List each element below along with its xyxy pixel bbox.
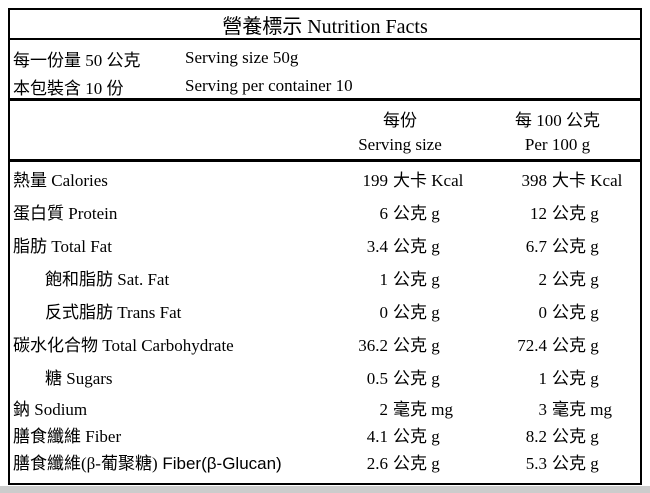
serving-info-section: 每一份量 50 公克 Serving size 50g 本包裝含 10 份 Se… — [10, 40, 640, 101]
nutrient-label: 熱量 Calories — [13, 171, 108, 190]
serving-size-label-en: Serving size 50g — [185, 48, 299, 67]
row-protein: 蛋白質 Protein 6 公克 g 12 公克 g — [10, 195, 640, 228]
value-per-100g: 12 公克 g — [530, 204, 599, 223]
nutrient-label: 脂肪 Total Fat — [13, 237, 112, 256]
row-total-carbohydrate: 碳水化合物 Total Carbohydrate 36.2 公克 g 72.4 公克… — [10, 327, 640, 360]
row-fiber: 膳食纖維 Fiber 4.1 公克 g 8.2 公克 g — [10, 421, 640, 447]
nutrient-label: 膳食纖維(β-葡聚糖) Fiber(β-Glucan) — [13, 453, 282, 473]
per-serving-header-cjk: 每份 — [383, 111, 417, 130]
nutrient-label: 碳水化合物 Total Carbohydrate — [13, 336, 234, 355]
value-per-100g: 72.4 公克 g — [517, 336, 599, 355]
value-per-serving: 36.2 公克 g — [358, 336, 440, 355]
nutrient-label: 膳食纖維 Fiber — [13, 426, 122, 446]
value-per-serving: 1 公克 g — [379, 270, 440, 289]
per-100g-header-cjk: 每 100 公克 — [515, 111, 600, 130]
column-header-per-serving: 每份 Serving size — [325, 109, 475, 159]
value-per-serving: 3.4 公克 g — [366, 237, 440, 256]
per-100g-header-en: Per 100 g — [524, 135, 591, 154]
per-serving-header-en: Serving size — [358, 135, 442, 154]
nutrient-label: 反式脂肪 Trans Fat — [45, 303, 182, 322]
value-per-100g: 3 毫克 mg — [538, 399, 612, 419]
page-edge-shadow — [0, 486, 650, 493]
value-per-serving: 0 公克 g — [379, 303, 440, 322]
column-header-row: 每份 Serving size 每 100 公克 Per 100 g — [10, 101, 640, 162]
nutrition-facts-label: 營養標示 Nutrition Facts 每一份量 50 公克 Serving … — [8, 8, 642, 485]
value-per-100g: 8.2 公克 g — [525, 426, 599, 446]
value-per-100g: 5.3 公克 g — [525, 453, 599, 473]
label-title: 營養標示 Nutrition Facts — [10, 10, 640, 40]
nutrient-label: 蛋白質 Protein — [13, 204, 118, 223]
column-header-per-100g: 每 100 公克 Per 100 g — [475, 109, 640, 159]
row-sugars: 糖 Sugars 0.5 公克 g 1 公克 g — [10, 360, 640, 393]
column-header-spacer — [10, 109, 325, 159]
value-per-serving: 6 公克 g — [379, 204, 440, 223]
servings-per-container-row: 本包裝含 10 份 Serving per container 10 — [10, 72, 640, 100]
value-per-serving: 2.6 公克 g — [366, 453, 440, 473]
row-fiber-beta-glucan: 膳食纖維(β-葡聚糖) Fiber(β-Glucan) 2.6 公克 g 5.3 公… — [10, 447, 640, 475]
value-per-serving: 199 大卡 Kcal — [362, 171, 464, 190]
value-per-serving: 4.1 公克 g — [366, 426, 440, 446]
row-saturated-fat: 飽和脂肪 Sat. Fat 1 公克 g 2 公克 g — [10, 261, 640, 294]
nutrient-label: 飽和脂肪 Sat. Fat — [45, 270, 170, 289]
value-per-100g: 398 大卡 Kcal — [521, 171, 623, 190]
serving-size-row: 每一份量 50 公克 Serving size 50g — [10, 44, 640, 72]
servings-per-container-label-en: Serving per container 10 — [185, 76, 353, 95]
value-per-100g: 0 公克 g — [538, 303, 599, 322]
value-per-100g: 6.7 公克 g — [525, 237, 599, 256]
nutrient-label: 鈉 Sodium — [13, 399, 88, 419]
nutrient-label: 糖 Sugars — [45, 369, 113, 388]
nutrient-table-body: 熱量 Calories 199 大卡 Kcal 398 大卡 Kcal 蛋白質 Pr… — [10, 162, 640, 483]
row-sodium: 鈉 Sodium 2 毫克 mg 3 毫克 mg — [10, 393, 640, 421]
value-per-serving: 2 毫克 mg — [379, 399, 453, 419]
value-per-100g: 2 公克 g — [538, 270, 599, 289]
row-calories: 熱量 Calories 199 大卡 Kcal 398 大卡 Kcal — [10, 162, 640, 195]
nutrient-label-sans-part: Fiber(β-Glucan) — [157, 453, 282, 473]
row-total-fat: 脂肪 Total Fat 3.4 公克 g 6.7 公克 g — [10, 228, 640, 261]
value-per-serving: 0.5 公克 g — [366, 369, 440, 388]
servings-per-container-label-cjk: 本包裝含 10 份 — [13, 78, 124, 98]
row-trans-fat: 反式脂肪 Trans Fat 0 公克 g 0 公克 g — [10, 294, 640, 327]
serving-size-label-cjk: 每一份量 50 公克 — [13, 50, 141, 70]
value-per-100g: 1 公克 g — [538, 369, 599, 388]
